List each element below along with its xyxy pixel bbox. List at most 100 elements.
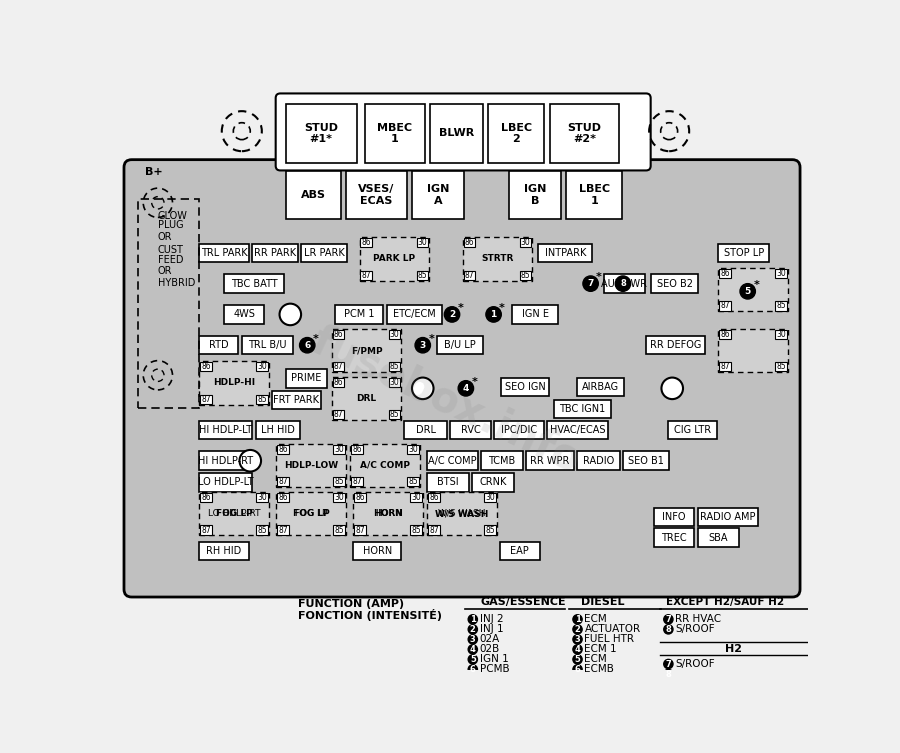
FancyBboxPatch shape xyxy=(346,171,408,219)
Text: 1: 1 xyxy=(470,615,476,623)
Text: 8: 8 xyxy=(665,669,671,678)
Text: AIRBAG: AIRBAG xyxy=(582,382,619,392)
Text: INJ 2: INJ 2 xyxy=(480,614,503,624)
FancyBboxPatch shape xyxy=(651,274,698,293)
FancyBboxPatch shape xyxy=(718,268,788,311)
Text: 30: 30 xyxy=(777,269,786,278)
FancyBboxPatch shape xyxy=(719,301,731,310)
Circle shape xyxy=(468,614,477,624)
FancyBboxPatch shape xyxy=(776,301,787,310)
Text: 2: 2 xyxy=(449,310,455,319)
Text: 87: 87 xyxy=(202,526,211,535)
FancyBboxPatch shape xyxy=(719,330,731,339)
Text: PARK LP: PARK LP xyxy=(374,255,415,264)
FancyBboxPatch shape xyxy=(360,237,429,281)
FancyBboxPatch shape xyxy=(285,104,356,163)
Text: 30: 30 xyxy=(521,238,530,247)
FancyBboxPatch shape xyxy=(554,400,610,419)
Text: HORN: HORN xyxy=(374,508,401,517)
FancyBboxPatch shape xyxy=(605,274,644,293)
Text: 2: 2 xyxy=(574,625,580,634)
Text: 02B: 02B xyxy=(480,645,500,654)
Circle shape xyxy=(300,337,315,353)
FancyBboxPatch shape xyxy=(428,452,478,470)
Text: PCM 1: PCM 1 xyxy=(344,309,374,319)
Circle shape xyxy=(740,284,755,299)
Circle shape xyxy=(468,665,477,674)
FancyBboxPatch shape xyxy=(404,421,447,439)
Text: 5: 5 xyxy=(744,287,751,296)
Circle shape xyxy=(280,303,302,325)
FancyBboxPatch shape xyxy=(256,362,268,371)
Text: ECMB: ECMB xyxy=(584,664,615,675)
FancyBboxPatch shape xyxy=(501,377,549,396)
Text: *: * xyxy=(313,334,319,344)
Circle shape xyxy=(239,450,261,471)
FancyBboxPatch shape xyxy=(276,444,346,487)
FancyBboxPatch shape xyxy=(277,444,289,454)
Text: RR DEFOG: RR DEFOG xyxy=(650,340,701,350)
FancyBboxPatch shape xyxy=(302,243,347,262)
FancyBboxPatch shape xyxy=(389,330,400,339)
Text: 87: 87 xyxy=(202,395,211,404)
Text: 7: 7 xyxy=(665,615,671,623)
Circle shape xyxy=(573,614,582,624)
Circle shape xyxy=(468,655,477,664)
FancyBboxPatch shape xyxy=(776,362,787,371)
Text: 87: 87 xyxy=(278,526,288,535)
FancyBboxPatch shape xyxy=(500,541,540,560)
FancyBboxPatch shape xyxy=(333,377,344,387)
FancyBboxPatch shape xyxy=(484,526,496,535)
Text: 85: 85 xyxy=(485,526,495,535)
FancyBboxPatch shape xyxy=(389,362,400,371)
Text: RR WPR: RR WPR xyxy=(530,456,570,465)
Text: 30: 30 xyxy=(409,445,418,453)
Text: 30: 30 xyxy=(257,493,267,502)
Text: 85: 85 xyxy=(411,526,421,535)
Circle shape xyxy=(583,276,599,291)
Text: *: * xyxy=(753,280,759,290)
Text: TREC: TREC xyxy=(661,532,687,543)
Text: ABS: ABS xyxy=(301,190,326,200)
Circle shape xyxy=(486,306,501,322)
Text: LH HID: LH HID xyxy=(261,425,295,435)
FancyBboxPatch shape xyxy=(365,104,425,163)
Text: 30: 30 xyxy=(390,330,400,339)
Text: HORN: HORN xyxy=(363,546,392,556)
Text: S/ROOF: S/ROOF xyxy=(675,624,715,634)
Text: 85: 85 xyxy=(257,395,267,404)
FancyBboxPatch shape xyxy=(354,492,423,535)
Text: 86: 86 xyxy=(202,362,211,371)
Text: IGN
B: IGN B xyxy=(524,184,546,206)
Text: fusebox.info: fusebox.info xyxy=(304,320,587,481)
FancyBboxPatch shape xyxy=(550,104,619,163)
Text: TBC BATT: TBC BATT xyxy=(230,279,277,288)
Text: VSES/
ECAS: VSES/ ECAS xyxy=(358,184,395,206)
Text: GAS/ESSENCE: GAS/ESSENCE xyxy=(481,597,566,608)
Text: PCMB: PCMB xyxy=(480,664,509,675)
Text: PLUG: PLUG xyxy=(158,220,184,230)
FancyBboxPatch shape xyxy=(719,269,731,279)
Text: 87: 87 xyxy=(352,477,362,486)
Text: DRL: DRL xyxy=(356,394,376,403)
FancyBboxPatch shape xyxy=(410,493,422,502)
Text: BLWR: BLWR xyxy=(439,129,474,139)
FancyBboxPatch shape xyxy=(464,238,475,248)
FancyBboxPatch shape xyxy=(698,508,758,526)
Text: FONCTION (INTENSITÉ): FONCTION (INTENSITÉ) xyxy=(298,608,442,620)
FancyBboxPatch shape xyxy=(200,243,248,262)
FancyBboxPatch shape xyxy=(412,171,464,219)
Text: 5: 5 xyxy=(574,655,580,664)
Text: 7: 7 xyxy=(588,279,594,288)
FancyBboxPatch shape xyxy=(417,270,428,280)
Circle shape xyxy=(468,635,477,644)
Text: TCMB: TCMB xyxy=(489,456,516,465)
Text: 85: 85 xyxy=(257,526,267,535)
FancyBboxPatch shape xyxy=(417,238,428,248)
Text: 4: 4 xyxy=(574,645,580,654)
FancyBboxPatch shape xyxy=(718,243,770,262)
FancyBboxPatch shape xyxy=(512,305,558,324)
FancyBboxPatch shape xyxy=(277,477,289,486)
Text: TBC IGN1: TBC IGN1 xyxy=(559,404,606,414)
Circle shape xyxy=(664,625,673,634)
